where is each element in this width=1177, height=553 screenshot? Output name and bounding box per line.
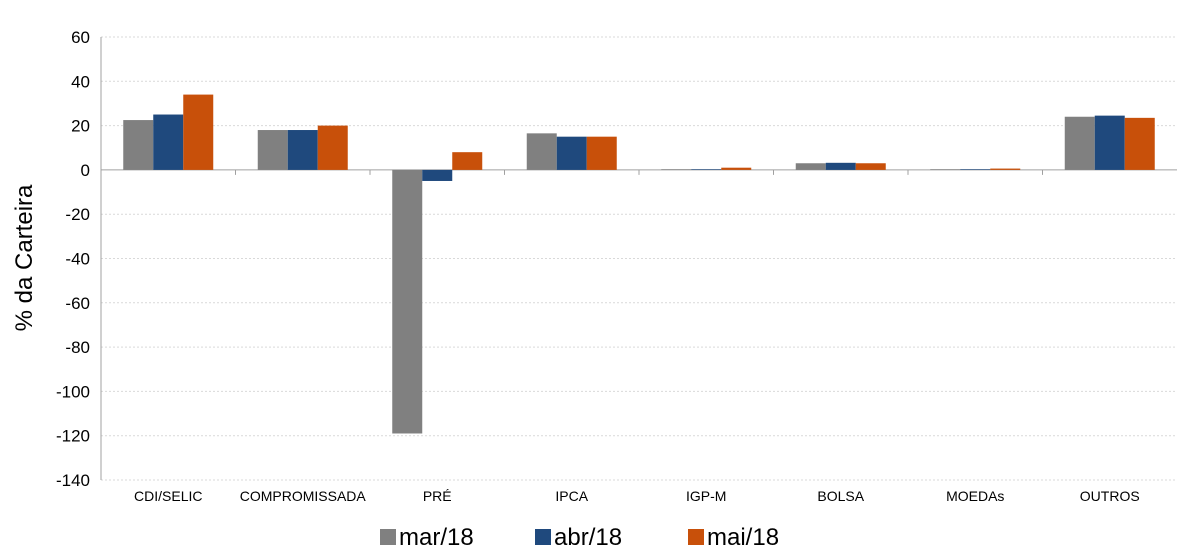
bar [287,130,318,170]
bar [586,136,617,170]
bar [257,130,288,170]
y-tick-label: 40 [71,72,90,91]
bar [825,162,856,170]
x-tick-label: IGP-M [686,488,726,504]
bar [317,125,348,170]
bar [422,169,453,181]
x-tick-label: PRÉ [423,488,452,504]
legend: mar/18 abr/18 mai/18 [380,524,779,551]
y-tick-label: -80 [65,338,90,357]
bar [452,152,483,170]
x-tick-label: MOEDAs [946,488,1004,504]
legend-swatch [380,529,396,545]
bar [661,169,692,170]
legend-swatch [688,529,704,545]
y-tick-label: -100 [56,382,90,401]
x-tick-label: CDI/SELIC [134,488,202,504]
legend-label: mar/18 [399,524,474,548]
bar [123,120,154,170]
bar [526,133,557,170]
x-tick-label: BOLSA [817,488,864,504]
legend-label: abr/18 [554,524,622,548]
bar [960,169,991,170]
y-tick-label: -20 [65,205,90,224]
y-tick-label: -40 [65,250,90,269]
bar [795,163,826,170]
bar [183,94,214,170]
y-tick-label: 20 [71,117,90,136]
x-tick-label: OUTROS [1080,488,1140,504]
bar [930,169,961,170]
bar [1064,116,1095,170]
x-tick-label: COMPROMISSADA [240,488,367,504]
y-tick-label: 0 [81,161,90,180]
bar [990,168,1021,170]
bar [1124,117,1155,170]
y-tick-label: -60 [65,294,90,313]
tick-labels: 60 40 20 0 -20 -40 -60 -80 -100 -120 -140 CDI/SELIC… [56,28,1140,504]
bars [123,94,1155,434]
bar [1094,115,1125,170]
bar [721,167,752,170]
bar [392,169,423,434]
x-tick-label: IPCA [555,488,588,504]
bar [556,136,587,170]
bar [691,169,722,170]
bar [153,114,184,170]
legend-swatch [535,529,551,545]
y-tick-label: 60 [71,28,90,47]
legend-label: mai/18 [707,524,779,548]
gridlines [101,36,1177,481]
y-tick-label: -140 [56,471,90,490]
y-axis-label: % da Carteira [11,184,38,331]
bar [855,163,886,170]
y-tick-label: -120 [56,427,90,446]
